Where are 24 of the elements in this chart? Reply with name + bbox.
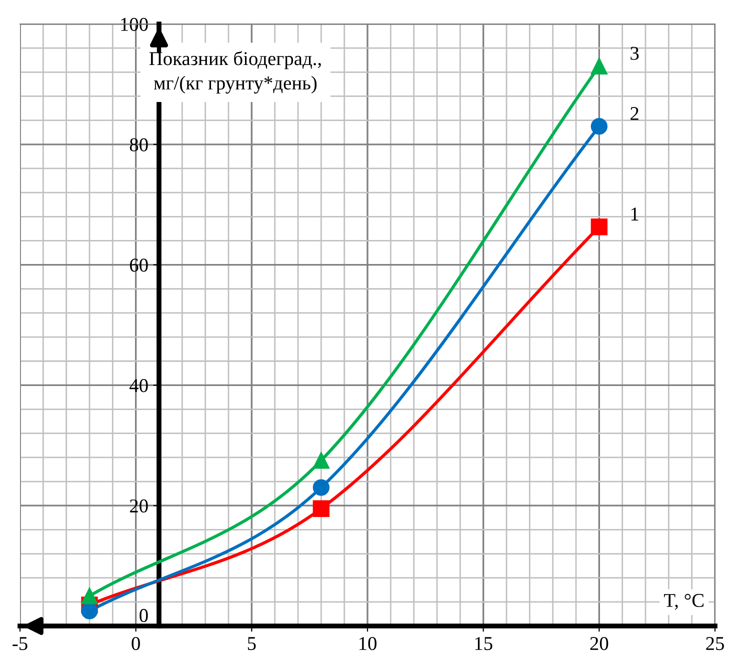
x-tick-label: 20 — [590, 636, 608, 650]
point — [312, 452, 330, 469]
x-tick-label: 25 — [706, 637, 724, 650]
point — [590, 58, 608, 74]
point — [81, 602, 98, 620]
y-tick-label: 60 — [130, 258, 148, 272]
point — [312, 479, 330, 496]
x-axis-title: T, °C — [664, 594, 704, 610]
series-label: 3 — [630, 46, 639, 60]
y-tick-label: 40 — [130, 379, 148, 392]
x-tick-label: 5 — [248, 637, 256, 650]
point — [590, 118, 608, 135]
point — [81, 588, 98, 604]
y-axis-title: Показник біодеград., мг/(кг грунту*день) — [149, 51, 321, 94]
x-tick-label: 10 — [359, 636, 376, 650]
x-tick-label: 15 — [475, 637, 492, 650]
point — [312, 500, 330, 517]
x-tick-label: -5 — [12, 637, 28, 650]
y-tick-label: 20 — [130, 499, 148, 513]
series-label: 1 — [631, 208, 638, 220]
y-tick-label: 0 — [140, 608, 148, 622]
series-label: 2 — [630, 107, 638, 120]
point — [590, 218, 608, 236]
y-tick-label: 80 — [130, 138, 148, 152]
